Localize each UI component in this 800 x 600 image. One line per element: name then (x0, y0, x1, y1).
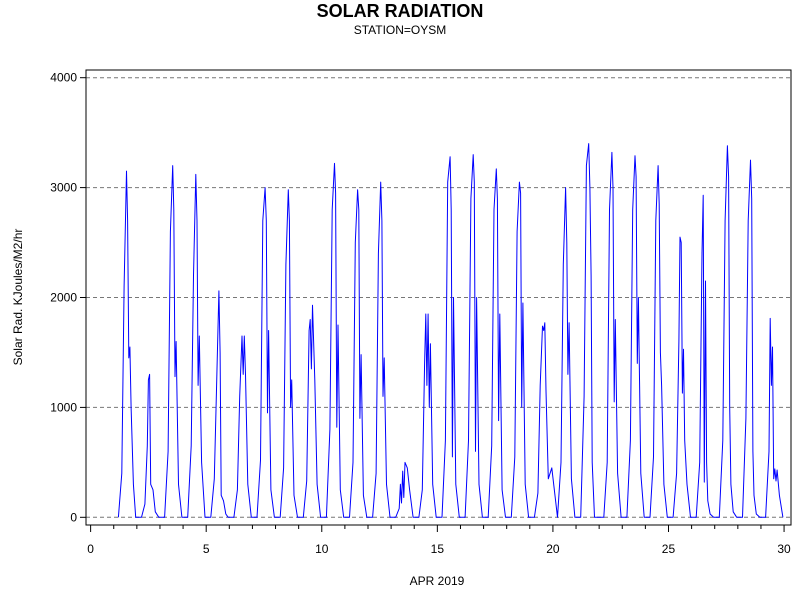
y-tick-label: 1000 (50, 400, 77, 414)
y-tick-label: 4000 (50, 71, 77, 85)
x-tick-label: 5 (203, 542, 210, 556)
x-tick-label: 20 (546, 542, 560, 556)
x-tick-label: 10 (315, 542, 329, 556)
chart-subtitle: STATION=OYSM (353, 23, 447, 37)
y-tick-label: 3000 (50, 181, 77, 195)
series-line (117, 143, 784, 518)
x-tick-label: 0 (87, 542, 94, 556)
x-tick-label: 15 (431, 542, 445, 556)
x-tick-label: 25 (662, 542, 676, 556)
y-tick-label: 0 (70, 510, 77, 524)
series-layer (117, 143, 784, 518)
x-axis-label: APR 2019 (409, 574, 465, 588)
chart-title: SOLAR RADIATION (316, 1, 484, 21)
y-tick-label: 2000 (50, 291, 77, 305)
y-axis-label: Solar Rad. KJoules/M2/hr (11, 228, 25, 366)
y-axis: 0 1000 2000 3000 4000 (50, 71, 86, 524)
x-tick-label: 30 (777, 542, 791, 556)
x-axis: 0 5 10 15 20 25 30 (87, 525, 791, 556)
